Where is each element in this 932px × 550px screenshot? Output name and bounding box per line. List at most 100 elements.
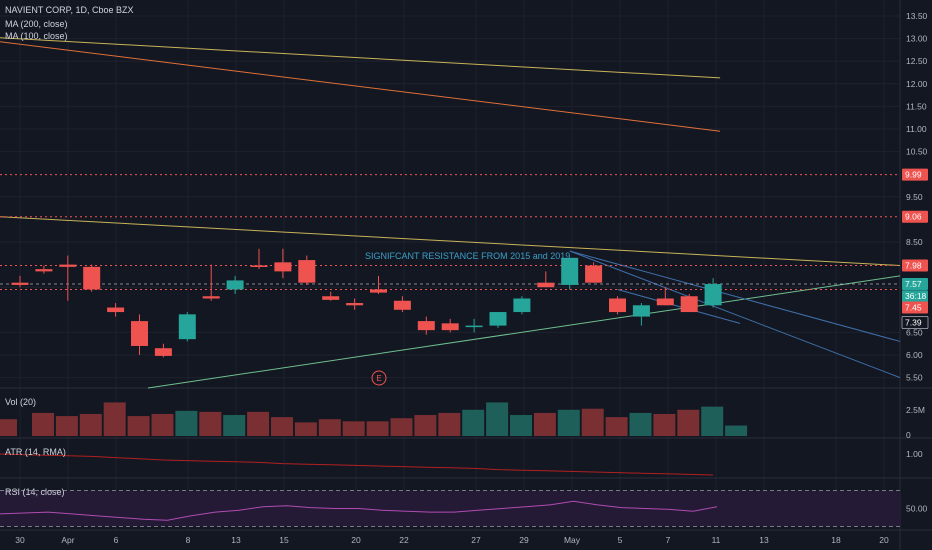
atr-tick: 1.00: [906, 449, 923, 459]
candle-body-5: [131, 321, 148, 346]
candle-body-22: [537, 282, 555, 288]
earnings-marker: [371, 370, 387, 386]
price-tag-3: 7.57: [905, 279, 922, 289]
volume-bar-29: [701, 406, 724, 436]
ma200-line: [0, 37, 721, 79]
fan-line-2: [569, 250, 901, 342]
date-tick-6: 20: [351, 535, 361, 545]
date-tick-14: 13: [759, 535, 769, 545]
resistance-trendline: [0, 216, 901, 267]
volume-bar-27: [653, 413, 676, 436]
volume-bar-11: [271, 417, 293, 436]
price-tag-bg-2: [902, 259, 928, 272]
date-tick-8: 27: [471, 535, 481, 545]
volume-bar-0: [0, 419, 17, 436]
volume-bar-9: [223, 415, 246, 436]
price-tick-4: 11.50: [906, 101, 927, 111]
volume-bar-1: [32, 412, 54, 436]
ma100-line: [0, 41, 721, 132]
date-tick-4: 13: [231, 535, 241, 545]
volume-bar-2: [55, 416, 78, 436]
fan-line-3: [617, 288, 741, 324]
candle-body-3: [83, 266, 101, 290]
candle-body-9: [226, 280, 244, 290]
price-tick-2: 12.50: [906, 56, 928, 66]
candle-body-24: [585, 265, 603, 283]
volume-bar-14: [342, 421, 365, 436]
rsi-legend[interactable]: RSI (14, close): [5, 487, 65, 497]
volume-bar-13: [318, 419, 341, 436]
candle-body-6: [154, 348, 172, 356]
candle-body-11: [274, 262, 292, 272]
volume-legend[interactable]: Vol (20): [5, 397, 37, 407]
volume-bar-6: [151, 413, 174, 436]
rsi-band: [0, 490, 900, 527]
resistance-annotation: SIGNIFCANT RESISTANCE FROM 2015 and 2019: [365, 251, 570, 261]
candle-body-20: [489, 312, 507, 326]
volume-bar-12: [294, 422, 317, 436]
candle-body-2: [59, 264, 77, 267]
rsi-line: [0, 500, 718, 521]
volume-bar-7: [175, 410, 198, 436]
date-tick-16: 20: [879, 535, 889, 545]
ma200-legend[interactable]: MA (200, close): [5, 19, 68, 29]
symbol-title: NAVIENT CORP, 1D, Cboe BZX: [5, 5, 134, 15]
price-tick-10: 6.50: [906, 327, 923, 337]
price-tag-bg-3: [902, 278, 928, 291]
date-tick-9: 29: [519, 535, 529, 545]
candle-body-10: [250, 265, 268, 268]
atr-legend[interactable]: ATR (14, RMA): [5, 447, 66, 457]
volume-bar-5: [127, 416, 150, 436]
candle-body-29: [704, 284, 722, 306]
candle-body-13: [322, 296, 340, 300]
date-tick-15: 18: [831, 535, 841, 545]
price-tick-1: 13.00: [906, 34, 928, 44]
volume-bar-22: [533, 412, 556, 436]
candle-body-27: [656, 298, 674, 306]
volume-tick-0: 2.5M: [906, 405, 925, 415]
volume-bar-24: [581, 408, 604, 436]
date-tick-10: May: [564, 535, 581, 545]
price-tag-1: 9.06: [905, 212, 922, 222]
price-tag-bg-6: [901, 316, 929, 329]
price-tag-0: 9.99: [905, 170, 922, 180]
volume-bar-17: [414, 415, 437, 436]
rsi-tick: 50.00: [906, 504, 928, 514]
price-tag-4: 36:18: [905, 291, 927, 301]
price-tick-7: 9.50: [906, 192, 923, 202]
candle-body-26: [632, 305, 650, 317]
candle-body-28: [680, 296, 698, 313]
volume-bar-16: [390, 418, 413, 436]
price-tag-5: 7.45: [905, 303, 922, 313]
volume-bar-20: [486, 402, 509, 436]
price-tag-bg-4: [902, 290, 928, 303]
volume-bar-18: [438, 412, 461, 436]
candle-body-4: [107, 307, 125, 313]
price-tag-bg-5: [902, 301, 928, 314]
candle-body-0: [11, 282, 29, 285]
price-tick-11: 6.00: [906, 350, 923, 360]
price-tick-3: 12.00: [906, 79, 928, 89]
candle-body-16: [393, 300, 411, 310]
date-tick-2: 6: [114, 535, 119, 545]
price-tick-0: 13.50: [906, 11, 928, 21]
volume-bar-23: [557, 409, 580, 436]
price-tick-5: 11.00: [906, 124, 927, 134]
date-tick-3: 8: [186, 535, 191, 545]
price-tick-8: 8.50: [906, 237, 923, 247]
ma100-legend[interactable]: MA (100, close): [5, 31, 68, 41]
candle-body-12: [298, 260, 316, 283]
date-tick-12: 7: [666, 535, 671, 545]
date-tick-0: 30: [15, 535, 25, 545]
candle-body-18: [441, 323, 459, 331]
volume-bar-15: [366, 421, 389, 436]
price-tag-2: 7.98: [905, 261, 922, 271]
date-tick-5: 15: [279, 535, 289, 545]
date-tick-11: 5: [618, 535, 623, 545]
price-tag-6: 7.39: [905, 317, 922, 327]
support-trendline: [147, 275, 901, 389]
candle-body-21: [513, 298, 531, 313]
date-tick-7: 22: [399, 535, 409, 545]
